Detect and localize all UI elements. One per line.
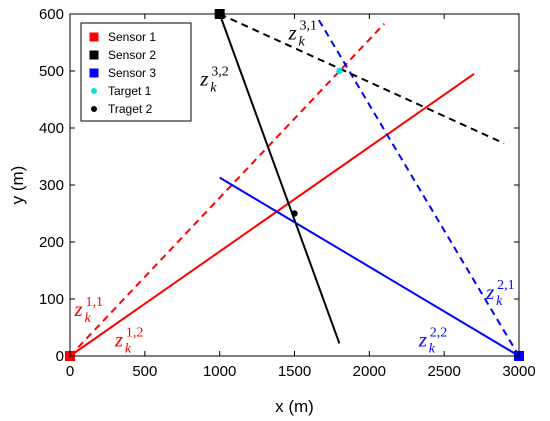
legend-label: Sensor 1 bbox=[108, 30, 156, 44]
annotation-z3-2: z k3,2 bbox=[199, 64, 229, 95]
x-tick-label: 2000 bbox=[353, 363, 386, 380]
bearing-line-z31 bbox=[219, 13, 505, 145]
y-tick-label: 100 bbox=[39, 291, 64, 308]
bearing-line-z32 bbox=[218, 13, 341, 344]
annotation-main: z bbox=[199, 66, 208, 90]
bearing-line-z22 bbox=[219, 176, 520, 357]
bearing-line-z11 bbox=[69, 23, 386, 357]
y-tick-label: 200 bbox=[39, 234, 64, 251]
legend-marker-dot bbox=[91, 88, 97, 94]
legend-marker-square bbox=[89, 68, 99, 78]
annotation-main: z bbox=[73, 297, 82, 321]
annotation-z2-2: z k2,2 bbox=[418, 325, 448, 356]
y-axis-label: y (m) bbox=[8, 166, 27, 205]
annotation-z1-1: z k1,1 bbox=[73, 295, 103, 326]
legend-label: Sensor 2 bbox=[108, 48, 156, 62]
bearing-line-z21 bbox=[316, 16, 520, 357]
annotation-z1-2: z k1,2 bbox=[114, 325, 143, 356]
annotation-sub: k bbox=[210, 80, 217, 95]
annotation-sub: k bbox=[496, 294, 503, 309]
legend-marker-dot bbox=[91, 106, 97, 112]
target-1-marker bbox=[336, 67, 343, 75]
legend: Sensor 1 Sensor 2 Sensor 3 Target 1 Traget 2 bbox=[80, 22, 192, 122]
annotation-z3-1: z k3,1 bbox=[288, 19, 318, 50]
legend-marker-square bbox=[89, 50, 99, 60]
annotation-sub: k bbox=[299, 35, 306, 50]
annotation-main: z bbox=[288, 21, 297, 45]
annotation-sup: 1,1 bbox=[85, 295, 103, 310]
bearing-line-z12 bbox=[69, 73, 475, 357]
x-tick-label: 1000 bbox=[203, 363, 236, 380]
annotation-sup: 3,2 bbox=[211, 64, 229, 79]
x-tick-label: 2500 bbox=[427, 363, 460, 380]
ticks-layer: 0 500 1000 1500 2000 2500 3000 0 100 200 300 400 500… bbox=[39, 6, 536, 380]
lines-layer bbox=[69, 13, 520, 357]
annotation-sub: k bbox=[125, 341, 132, 356]
legend-label: Target 1 bbox=[108, 84, 152, 98]
annotation-z2-1: z k2,1 bbox=[485, 278, 515, 309]
annotation-sub: k bbox=[429, 341, 436, 356]
annotation-sup: 1,2 bbox=[126, 325, 143, 340]
legend-box bbox=[80, 22, 192, 122]
annotation-sup: 2,1 bbox=[497, 278, 515, 293]
annotation-sup: 2,2 bbox=[430, 325, 448, 340]
annotation-sub: k bbox=[84, 311, 91, 326]
x-axis-label: x (m) bbox=[275, 397, 314, 416]
legend-label: Traget 2 bbox=[108, 102, 153, 116]
annotation-main: z bbox=[114, 327, 123, 351]
annotations-layer: z k1,1z k1,2z k2,1z k2,2z k3,1z k3,2 bbox=[73, 19, 514, 357]
y-tick-label: 0 bbox=[56, 348, 64, 365]
x-tick-label: 0 bbox=[66, 363, 74, 380]
y-tick-label: 500 bbox=[39, 63, 64, 80]
annotation-sup: 3,1 bbox=[300, 19, 318, 34]
y-tick-label: 600 bbox=[39, 6, 64, 23]
x-tick-label: 3000 bbox=[502, 363, 535, 380]
y-tick-label: 300 bbox=[39, 177, 64, 194]
y-tick-label: 400 bbox=[39, 120, 64, 137]
target-2-marker bbox=[291, 210, 298, 217]
legend-label: Sensor 3 bbox=[108, 66, 156, 80]
x-tick-label: 1500 bbox=[278, 363, 311, 380]
annotation-main: z bbox=[485, 280, 494, 304]
annotation-main: z bbox=[418, 327, 427, 351]
legend-marker-square bbox=[89, 32, 99, 42]
x-tick-label: 500 bbox=[132, 363, 157, 380]
